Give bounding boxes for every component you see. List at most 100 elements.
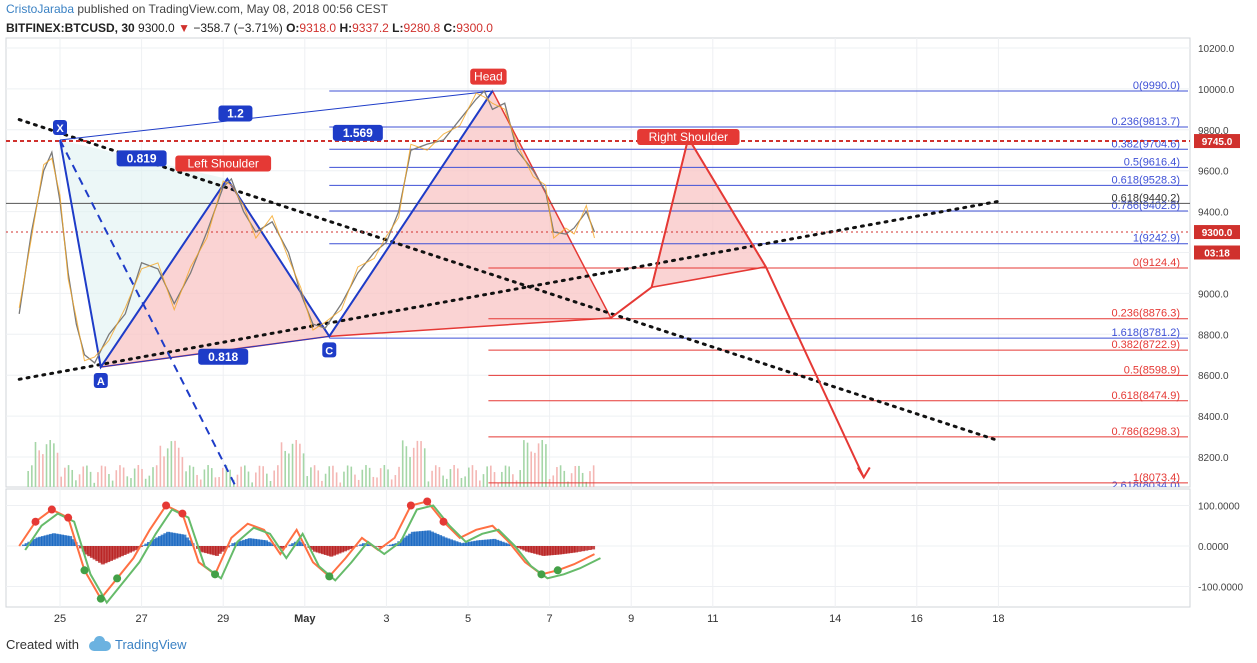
histogram-bar bbox=[546, 546, 551, 556]
volume-bar bbox=[155, 465, 158, 487]
histogram-bar bbox=[89, 546, 94, 558]
histogram-bar bbox=[250, 538, 255, 546]
histogram-bar bbox=[179, 534, 184, 546]
volume-bar bbox=[390, 479, 393, 487]
low-label: L: bbox=[392, 21, 404, 35]
histogram-bar bbox=[318, 546, 323, 554]
volume-bar bbox=[240, 466, 242, 487]
volume-bar bbox=[497, 482, 499, 487]
volume-bar bbox=[394, 475, 397, 487]
volume-bar bbox=[97, 472, 99, 487]
volume-bar bbox=[82, 466, 85, 487]
price-change: −358.7 (−3.71%) bbox=[193, 21, 283, 35]
fib-label-red: 0.618(8474.9) bbox=[1112, 390, 1181, 402]
volume-bar bbox=[501, 471, 503, 487]
histogram-bar bbox=[457, 542, 462, 546]
last-price: 9300.0 bbox=[138, 21, 175, 35]
histogram-bar bbox=[236, 541, 241, 546]
volume-bar bbox=[266, 473, 268, 487]
volume-bar bbox=[412, 447, 415, 487]
histogram-bar bbox=[506, 543, 511, 546]
histogram-bar bbox=[329, 546, 334, 557]
histogram-bar bbox=[465, 542, 470, 546]
moving-average-line bbox=[18, 92, 595, 362]
histogram-bar bbox=[552, 546, 557, 555]
histogram-bar bbox=[432, 532, 437, 546]
histogram-bar bbox=[111, 546, 116, 560]
y-tick-label: 10000.0 bbox=[1198, 85, 1235, 96]
histogram-bar bbox=[544, 546, 549, 556]
volume-bar bbox=[203, 469, 206, 487]
histogram-bar bbox=[168, 532, 173, 546]
volume-bar bbox=[291, 443, 294, 487]
volume-bar bbox=[71, 469, 74, 487]
tradingview-link[interactable]: TradingView bbox=[114, 637, 187, 652]
histogram-bar bbox=[536, 546, 540, 555]
histogram-bar bbox=[57, 534, 62, 546]
volume-bar bbox=[42, 454, 44, 487]
volume-bar bbox=[34, 441, 37, 487]
histogram-bar bbox=[487, 539, 492, 546]
volume-bar bbox=[585, 481, 588, 487]
x-tick-label: 9 bbox=[628, 613, 634, 625]
volume-bar bbox=[196, 474, 198, 487]
histogram-bar bbox=[584, 546, 589, 551]
volume-bar bbox=[442, 475, 444, 487]
histogram-bar bbox=[157, 536, 162, 546]
volume-bar bbox=[255, 472, 257, 487]
volume-bar bbox=[504, 465, 507, 487]
ratio-badge bbox=[218, 105, 253, 122]
x-tick-label: 27 bbox=[135, 613, 147, 625]
volume-bar bbox=[438, 467, 441, 487]
histogram-bar bbox=[108, 546, 113, 561]
pattern-label: Left Shoulder bbox=[188, 157, 259, 171]
histogram-bar bbox=[495, 539, 500, 546]
fib-label-blue: 2.618(8034.0) bbox=[1112, 480, 1181, 492]
histogram-bar bbox=[201, 546, 206, 553]
histogram-bar bbox=[247, 538, 252, 546]
pattern-badge bbox=[470, 68, 507, 85]
histogram-bar bbox=[182, 534, 187, 546]
volume-bar bbox=[335, 472, 338, 487]
author-name[interactable]: CristoJaraba bbox=[6, 2, 75, 16]
ohlc-bar: BITFINEX:BTCUSD, 30 9300.0 ▼ −358.7 (−3.… bbox=[6, 21, 493, 35]
histogram-bar bbox=[332, 546, 336, 556]
point-label: A bbox=[97, 376, 105, 388]
histogram-bar bbox=[435, 533, 440, 546]
histogram-bar bbox=[391, 543, 396, 546]
fib-label-red: 0.786(8298.3) bbox=[1112, 426, 1181, 438]
volume-bar bbox=[420, 441, 422, 487]
x-tick-label: 18 bbox=[992, 613, 1004, 625]
volume-bar bbox=[592, 465, 595, 487]
histogram-bar bbox=[459, 543, 464, 546]
volume-bar bbox=[324, 473, 327, 487]
y-tick-label: 9600.0 bbox=[1198, 167, 1229, 178]
histogram-bar bbox=[81, 546, 86, 552]
histogram-bar bbox=[228, 545, 233, 546]
oscillator-line-1 bbox=[18, 500, 595, 601]
x-tick-label: 29 bbox=[217, 613, 229, 625]
volume-bar bbox=[56, 452, 59, 487]
histogram-bar bbox=[557, 546, 562, 555]
histogram-bar bbox=[95, 546, 100, 562]
histogram-bar bbox=[577, 546, 582, 552]
histogram-bar bbox=[155, 537, 160, 546]
volume-bar bbox=[86, 465, 88, 487]
histogram-bar bbox=[174, 533, 179, 546]
volume-bar bbox=[482, 474, 485, 487]
publish-info: CristoJaraba published on TradingView.co… bbox=[6, 2, 388, 16]
volume-bar bbox=[188, 465, 191, 487]
histogram-bar bbox=[141, 545, 146, 546]
histogram-bar bbox=[288, 544, 293, 546]
volume-bar bbox=[207, 465, 209, 487]
volume-bar bbox=[567, 481, 569, 487]
histogram-bar bbox=[451, 540, 456, 546]
volume-bar bbox=[578, 465, 580, 487]
histogram-bar bbox=[125, 546, 130, 554]
ratio-label: 0.819 bbox=[127, 151, 157, 165]
ratio-label: 1.569 bbox=[343, 126, 373, 140]
volume-bar bbox=[552, 475, 555, 487]
volume-bar bbox=[563, 470, 566, 487]
volume-bar bbox=[64, 467, 66, 487]
